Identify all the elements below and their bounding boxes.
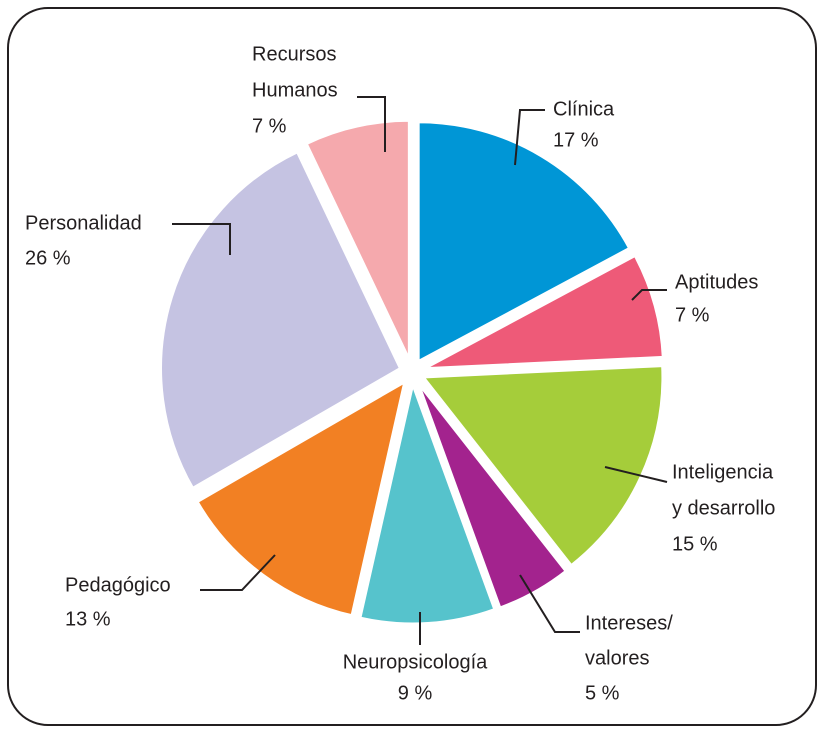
pie-slice bbox=[416, 381, 569, 610]
slice-label: Pedagógico bbox=[65, 574, 171, 596]
pie-slice bbox=[422, 253, 665, 371]
slice-label: Aptitudes bbox=[675, 271, 758, 293]
slice-label: Neuropsicología bbox=[343, 651, 488, 673]
value-label: 17 % bbox=[553, 129, 599, 151]
slice-label: Humanos bbox=[252, 79, 338, 101]
value-label: 26 % bbox=[25, 247, 71, 269]
leader-line bbox=[514, 109, 545, 166]
value-label: 9 % bbox=[398, 682, 433, 704]
frame bbox=[7, 7, 817, 726]
leader-line bbox=[604, 466, 668, 483]
slice-label: y desarrollo bbox=[672, 497, 775, 519]
leader-line bbox=[631, 289, 667, 301]
value-label: 5 % bbox=[585, 682, 620, 704]
pie-slice bbox=[194, 378, 408, 618]
slice-label: Intereses/ bbox=[585, 612, 673, 634]
pie-slice bbox=[416, 120, 632, 365]
leader-line bbox=[172, 223, 231, 255]
leader-line bbox=[200, 554, 276, 591]
value-label: 15 % bbox=[672, 533, 718, 555]
leader-line bbox=[519, 574, 580, 633]
slice-label: Clínica bbox=[553, 98, 615, 120]
value-label: 7 % bbox=[252, 115, 287, 137]
value-label: 7 % bbox=[675, 304, 710, 326]
slice-label: Personalidad bbox=[25, 212, 142, 234]
pie-slice bbox=[358, 378, 497, 626]
slice-label: valores bbox=[585, 647, 649, 669]
leader-line bbox=[357, 96, 386, 152]
value-label: 13 % bbox=[65, 608, 111, 630]
slice-label: Recursos bbox=[252, 43, 336, 65]
pie-slice bbox=[159, 149, 403, 491]
pie-slice bbox=[304, 118, 411, 361]
slice-label: Inteligencia bbox=[672, 461, 774, 483]
